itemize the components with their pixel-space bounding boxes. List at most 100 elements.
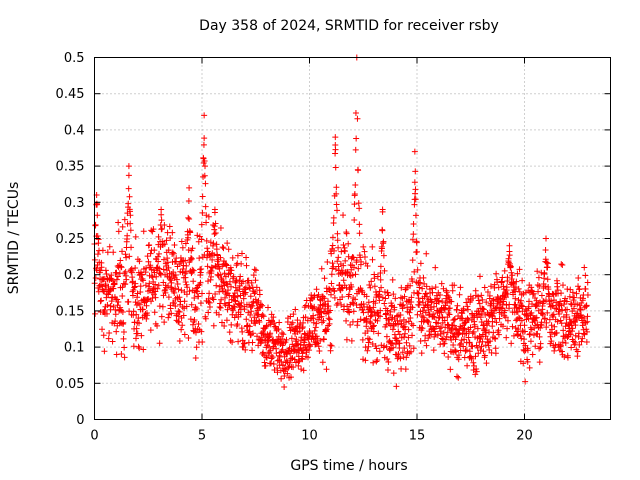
data-point [503, 301, 510, 308]
data-point [501, 267, 508, 274]
data-point [400, 301, 407, 308]
data-point [368, 278, 375, 285]
data-point [160, 256, 167, 263]
data-point [105, 335, 112, 342]
data-point [543, 235, 549, 242]
data-point [402, 366, 409, 373]
data-point [148, 273, 155, 280]
data-point [581, 264, 588, 271]
data-point [562, 339, 569, 346]
data-point [416, 284, 423, 291]
data-point [510, 332, 517, 339]
data-point [492, 345, 499, 352]
data-point [134, 330, 141, 337]
data-point [534, 330, 541, 337]
data-point [568, 344, 575, 351]
data-point [161, 222, 168, 229]
data-point [101, 348, 108, 355]
data-point [238, 260, 245, 267]
data-point [558, 302, 565, 309]
data-point [147, 250, 154, 257]
data-point [536, 283, 543, 290]
data-point [343, 336, 350, 343]
data-point [584, 313, 591, 320]
data-point [472, 353, 479, 360]
data-point [294, 317, 301, 324]
data-point [151, 291, 158, 298]
data-point [405, 326, 412, 333]
data-point [551, 347, 558, 354]
data-point [451, 315, 458, 322]
data-point [317, 337, 324, 344]
data-point [397, 294, 404, 301]
data-point [136, 345, 143, 352]
data-point [348, 283, 355, 290]
data-point [512, 324, 519, 331]
data-point [270, 361, 277, 368]
data-point [241, 285, 248, 292]
data-point [224, 240, 231, 247]
data-point [496, 315, 503, 322]
data-point [574, 310, 581, 317]
data-point [564, 354, 571, 361]
data-point [325, 303, 332, 310]
data-point [136, 301, 143, 308]
data-point [518, 335, 525, 342]
data-point [346, 309, 353, 316]
data-point [232, 284, 239, 291]
data-point [347, 321, 354, 328]
data-point [377, 263, 384, 270]
data-point [197, 279, 204, 286]
data-point [279, 346, 286, 353]
data-point [245, 277, 252, 284]
data-point [144, 312, 151, 319]
data-point [428, 306, 435, 313]
data-point [535, 288, 542, 295]
data-point [130, 287, 137, 294]
data-point [265, 334, 272, 341]
data-point [383, 321, 390, 328]
data-point [212, 262, 219, 269]
data-point [478, 343, 485, 350]
data-point [320, 336, 327, 343]
data-point [431, 328, 438, 335]
data-point [490, 297, 497, 304]
data-point [567, 286, 574, 293]
data-point [186, 288, 193, 295]
data-point [550, 313, 557, 320]
data-point [329, 260, 336, 267]
data-point [220, 279, 227, 286]
data-point [121, 270, 128, 277]
data-point [417, 279, 424, 286]
data-point [529, 351, 536, 358]
data-point [132, 233, 139, 240]
data-point [198, 328, 205, 335]
data-point [227, 337, 234, 344]
data-point [138, 332, 145, 339]
data-point [94, 212, 101, 219]
data-point [410, 231, 417, 238]
data-point [121, 216, 128, 223]
data-point [331, 287, 338, 294]
data-point [278, 375, 285, 382]
data-point [132, 265, 139, 272]
data-point [373, 345, 380, 352]
data-point [406, 342, 413, 349]
data-point [207, 239, 214, 246]
data-point [195, 321, 202, 328]
data-point [326, 286, 333, 293]
data-point [526, 364, 533, 371]
data-point [539, 311, 546, 318]
data-point [127, 220, 134, 227]
data-point [119, 223, 126, 230]
data-point [165, 247, 172, 254]
data-point [389, 326, 396, 333]
data-point [175, 319, 182, 326]
data-point [432, 284, 439, 291]
data-point [210, 322, 217, 329]
data-point [361, 254, 368, 261]
data-point [410, 345, 417, 352]
data-point [199, 338, 206, 345]
data-point [313, 320, 320, 327]
data-point [306, 347, 313, 354]
